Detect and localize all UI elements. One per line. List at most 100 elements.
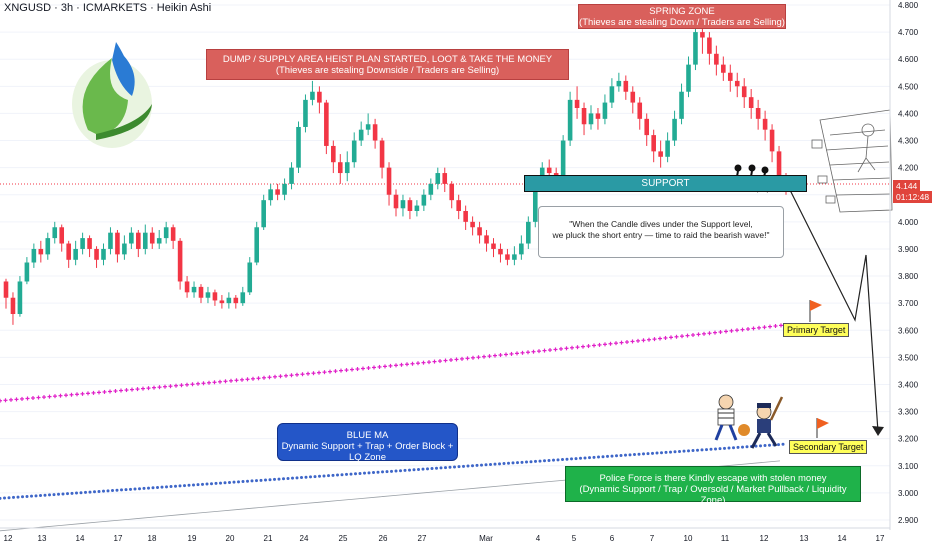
y-tick-label: 4.400 bbox=[898, 109, 919, 118]
candle bbox=[679, 83, 684, 125]
callout-line2: we pluck the short entry — time to raid … bbox=[552, 230, 770, 240]
candle bbox=[686, 56, 691, 98]
candle bbox=[31, 243, 37, 268]
candle bbox=[386, 162, 392, 206]
ma-magenta-line bbox=[0, 323, 783, 403]
candle bbox=[240, 286, 246, 306]
x-tick-label: 20 bbox=[226, 534, 235, 543]
candle bbox=[505, 248, 510, 266]
candle bbox=[163, 221, 169, 244]
candle bbox=[400, 194, 406, 217]
candle bbox=[623, 75, 629, 100]
police-zone-subtitle: (Dynamic Support / Trap / Oversold / Mar… bbox=[579, 484, 847, 506]
candle bbox=[351, 132, 357, 168]
candle bbox=[658, 140, 663, 168]
y-tick-label: 4.800 bbox=[898, 1, 919, 10]
candle bbox=[101, 243, 106, 266]
candle bbox=[365, 113, 371, 136]
candle bbox=[45, 232, 51, 260]
candle bbox=[170, 224, 176, 249]
candle bbox=[73, 240, 78, 266]
natural-gas-logo-icon bbox=[72, 42, 152, 148]
candle bbox=[379, 137, 385, 179]
y-tick-label: 4.300 bbox=[898, 137, 919, 146]
last-price-badge: 4.144 bbox=[893, 180, 921, 192]
candle bbox=[491, 238, 496, 258]
candle bbox=[122, 235, 127, 260]
candle bbox=[609, 78, 615, 108]
candle bbox=[337, 154, 343, 184]
candle bbox=[637, 97, 643, 130]
candle bbox=[428, 178, 434, 201]
candle bbox=[567, 91, 573, 146]
candle bbox=[108, 227, 113, 255]
x-tick-label: 6 bbox=[610, 534, 615, 543]
candle bbox=[226, 292, 232, 309]
x-tick-label: 11 bbox=[721, 534, 730, 543]
supply-area-title: DUMP / SUPPLY AREA HEIST PLAN STARTED, L… bbox=[222, 54, 553, 65]
support-zone-box: SUPPORT bbox=[524, 175, 807, 192]
x-tick-label: 24 bbox=[300, 534, 309, 543]
symbol-header[interactable]: XNGUSD · 3h · ICMARKETS · Heikin Ashi bbox=[4, 2, 212, 14]
candle bbox=[177, 238, 183, 290]
candle bbox=[52, 221, 58, 244]
police-icon bbox=[750, 396, 784, 449]
candle bbox=[630, 86, 636, 114]
candle bbox=[414, 200, 420, 217]
candle bbox=[310, 80, 315, 106]
candle bbox=[644, 113, 650, 146]
candle bbox=[59, 224, 65, 252]
candle bbox=[588, 105, 594, 130]
candle bbox=[296, 121, 301, 174]
candle bbox=[289, 162, 294, 190]
entry-callout: "When the Candle dives under the Support… bbox=[538, 206, 784, 258]
x-tick-label: 14 bbox=[76, 534, 85, 543]
y-tick-label: 4.000 bbox=[898, 218, 919, 227]
y-tick-label: 4.500 bbox=[898, 82, 919, 91]
x-tick-label: 12 bbox=[760, 534, 769, 543]
x-tick-label: 25 bbox=[339, 534, 348, 543]
candle bbox=[769, 124, 775, 163]
supply-area-box: DUMP / SUPPLY AREA HEIST PLAN STARTED, L… bbox=[206, 49, 569, 80]
y-tick-label: 3.300 bbox=[898, 408, 919, 417]
candle bbox=[205, 286, 211, 304]
candle bbox=[219, 295, 225, 309]
candle bbox=[156, 229, 162, 249]
x-tick-label: 4 bbox=[536, 534, 541, 543]
candle bbox=[94, 246, 99, 268]
y-tick-label: 4.200 bbox=[898, 164, 919, 173]
price-axis: 4.8004.7004.6004.5004.4004.3004.2004.100… bbox=[889, 0, 919, 530]
candle bbox=[456, 194, 461, 220]
candle bbox=[142, 224, 148, 255]
candle bbox=[449, 181, 455, 209]
thief-icon bbox=[714, 394, 750, 441]
candle bbox=[463, 205, 468, 230]
supply-area-subtitle: (Thieves are stealing Downside / Traders… bbox=[275, 65, 500, 76]
y-tick-label: 3.800 bbox=[898, 272, 919, 281]
target-flag-icon bbox=[809, 300, 822, 322]
candle bbox=[275, 183, 280, 201]
candle bbox=[136, 229, 141, 258]
spring-zone-title: SPRING ZONE bbox=[649, 6, 715, 17]
candle bbox=[324, 99, 329, 155]
candle bbox=[24, 257, 30, 285]
candle bbox=[115, 229, 120, 263]
candle bbox=[247, 257, 253, 296]
time-axis: 12 13 14 17 18 19 20 21 24 25 26 27 Mar 4 5 6 7 10 11 12 13 1… bbox=[0, 527, 890, 543]
candle bbox=[526, 216, 531, 249]
candle bbox=[191, 281, 197, 298]
candle bbox=[470, 216, 475, 236]
candle bbox=[407, 197, 413, 220]
y-tick-label: 3.900 bbox=[898, 245, 919, 254]
candle bbox=[184, 276, 190, 298]
candle bbox=[87, 235, 92, 258]
candle bbox=[17, 276, 23, 317]
candle bbox=[602, 94, 608, 125]
candle-series bbox=[3, 18, 789, 325]
candle bbox=[672, 110, 677, 146]
candle bbox=[372, 118, 378, 149]
candle bbox=[261, 194, 266, 230]
y-tick-label: 3.200 bbox=[898, 435, 919, 444]
candle bbox=[519, 235, 524, 260]
